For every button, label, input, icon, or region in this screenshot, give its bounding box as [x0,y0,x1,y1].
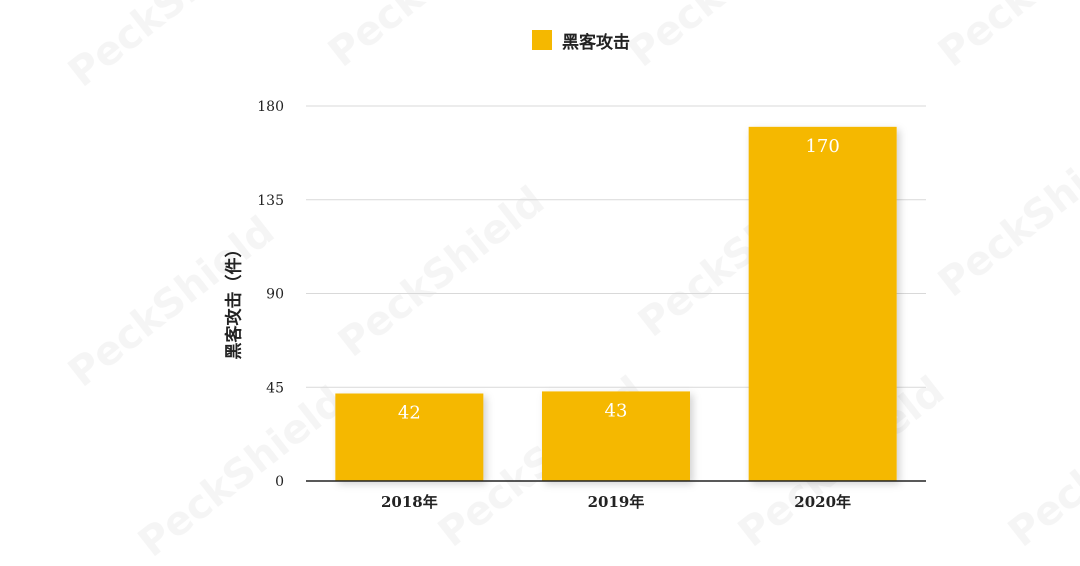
x-tick-label: 2019年 [588,493,645,511]
chart: PeckShieldPeckShieldPeckShieldPeckShield… [225,27,926,511]
bar [335,393,484,481]
x-tick-label: 2018年 [381,493,438,511]
y-tick-label: 0 [275,474,284,490]
legend: 黑客攻击 [532,27,630,53]
bar-value-label: 42 [398,403,421,424]
bar-value-label: 170 [805,136,839,157]
y-tick-label: 45 [266,380,284,396]
legend-swatch [532,30,552,50]
bar [542,391,690,481]
legend-label: 黑客攻击 [562,32,630,53]
y-axis-ticks: 0 45 90 135 180 [257,99,284,490]
bar [748,126,897,481]
data-labels: 42 43 170 [398,136,840,424]
x-axis-ticks: 2018年 2019年 2020年 [381,493,851,511]
bars [335,126,897,481]
bar-value-label: 43 [605,400,628,421]
x-tick-label: 2020年 [794,493,851,511]
y-tick-label: 135 [257,193,284,209]
y-tick-label: 90 [266,287,284,303]
y-tick-label: 180 [257,99,284,115]
plot-area: 0 45 90 135 180 42 43 170 2018年 2019年 2020年 [257,99,926,511]
